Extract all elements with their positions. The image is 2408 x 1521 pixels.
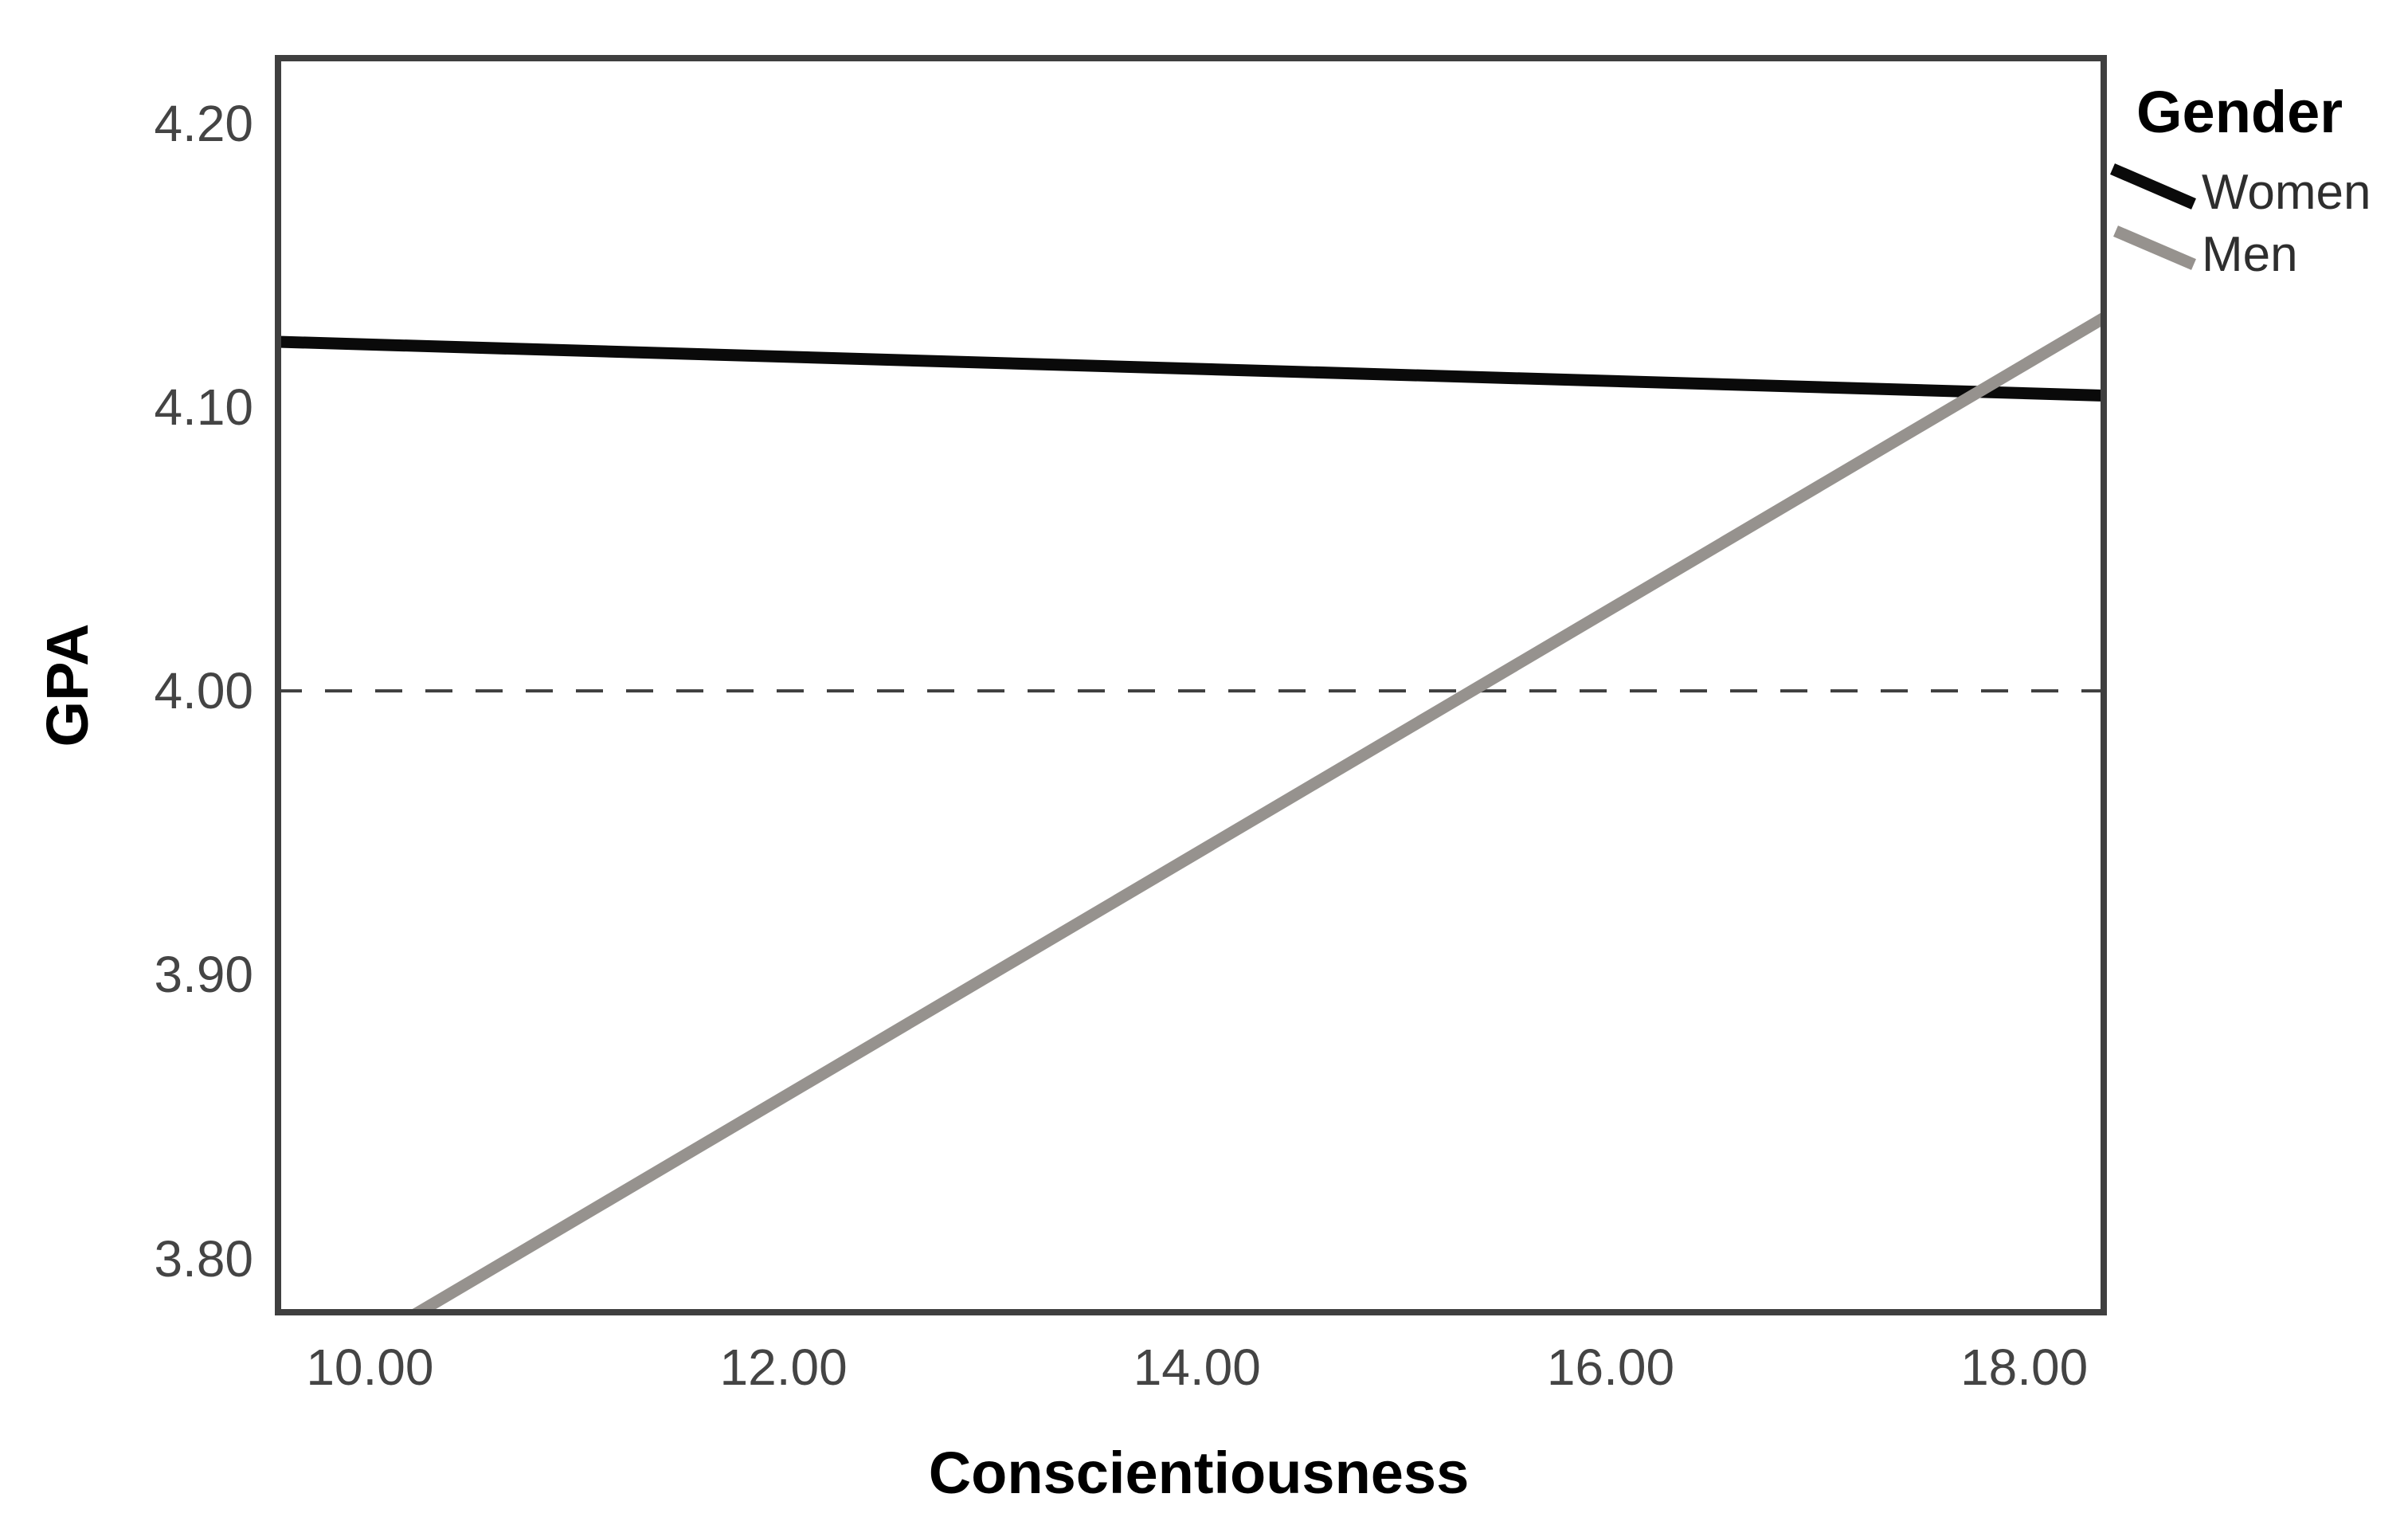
y-tick-label-3.80: 3.80 bbox=[154, 1229, 253, 1288]
x-tick-label-14.00: 14.00 bbox=[1133, 1339, 1261, 1396]
legend-label-men: Men bbox=[2202, 227, 2298, 282]
legend-swatch-women-line-icon bbox=[2110, 163, 2196, 210]
plot-frame bbox=[275, 55, 2107, 1315]
x-tick-label-12.00: 12.00 bbox=[719, 1339, 848, 1396]
x-tick-label-18.00: 18.00 bbox=[1960, 1339, 2089, 1396]
x-axis-title: Conscientiousness bbox=[928, 1440, 1470, 1506]
legend-swatch-men-line-icon bbox=[2113, 225, 2196, 270]
plot-series-group bbox=[275, 311, 2107, 1315]
legend-title: Gender bbox=[2136, 79, 2343, 145]
y-tick-label-4.00: 4.00 bbox=[154, 662, 253, 720]
y-tick-label-3.90: 3.90 bbox=[154, 946, 253, 1004]
x-tick-label-10.00: 10.00 bbox=[306, 1339, 434, 1396]
series-line-women bbox=[275, 335, 2107, 402]
series-line-men bbox=[410, 311, 2107, 1315]
legend-label-women: Women bbox=[2202, 165, 2371, 220]
x-tick-label-16.00: 16.00 bbox=[1546, 1339, 1675, 1396]
y-tick-label-4.10: 4.10 bbox=[154, 378, 253, 436]
y-tick-label-4.20: 4.20 bbox=[154, 94, 253, 152]
